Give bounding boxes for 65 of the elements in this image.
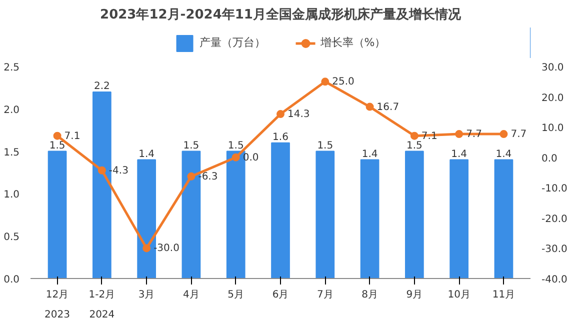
bar: [405, 150, 424, 278]
y2-tick-label: -30.0: [542, 244, 568, 256]
x-tick-label: 10月: [448, 290, 470, 300]
bar: [48, 150, 67, 278]
data-label: 7.7: [466, 129, 482, 140]
y2-tick-label: 10.0: [542, 123, 564, 134]
point: [500, 130, 508, 138]
data-label: 1.4: [138, 148, 155, 160]
x-tick-label: 9月: [406, 290, 423, 300]
x-tick-label: 7月: [316, 290, 334, 300]
legend-label: 产量（万台）: [199, 35, 266, 50]
y-tick-label: 0.5: [4, 232, 20, 244]
y2-tick-label: -10.0: [542, 184, 568, 195]
chart-title: 2023年12月-2024年11月全国金属成形机床产量及增长情况: [100, 6, 462, 22]
data-label: 1.4: [451, 148, 468, 160]
data-label: 7.1: [64, 130, 80, 142]
bar: [316, 150, 335, 278]
point: [455, 130, 464, 138]
category-label: 12月 2023: [44, 290, 70, 320]
data-label: 1.5: [317, 140, 334, 152]
data-label: 1.6: [272, 132, 288, 143]
x-tick-label: 3月: [138, 290, 155, 300]
y-tick-label: 1.0: [4, 190, 20, 201]
bar: [137, 159, 156, 278]
point: [187, 172, 196, 180]
category-label: 1-2月 2024: [88, 290, 116, 320]
y2-tick-label: 30.0: [542, 62, 564, 74]
y-tick-label: 2.0: [4, 104, 20, 116]
x-tick-label: 6月: [272, 290, 289, 300]
legend-label: 增长率（%）: [320, 35, 386, 50]
point: [98, 166, 106, 174]
point: [366, 102, 374, 111]
data-label: 2.2: [94, 80, 110, 92]
point: [232, 153, 240, 162]
point: [142, 244, 151, 252]
data-label: 1.5: [406, 140, 422, 152]
x-tick-label: 4月: [183, 290, 200, 300]
data-label: 1.5: [228, 140, 244, 152]
data-label: 16.7: [376, 102, 400, 113]
data-label: 25.0: [332, 76, 354, 88]
bar: [494, 159, 514, 278]
y-tick-label: 2.5: [4, 62, 20, 74]
y2-tick-label: 20.0: [542, 92, 564, 104]
point: [53, 132, 62, 140]
bar: [450, 159, 468, 278]
data-label: 1.4: [362, 148, 378, 160]
data-label: 1.4: [496, 148, 512, 160]
y2-tick-label: 0.0: [542, 153, 558, 164]
x-tick-label: 11月: [492, 290, 516, 300]
bar: [226, 150, 246, 278]
y2-tick-label: -20.0: [542, 214, 568, 225]
x-tick-label: 8月: [362, 290, 378, 300]
x-tick-label: 5月: [228, 290, 244, 300]
point: [410, 132, 418, 140]
y-tick-label: 1.5: [4, 147, 20, 158]
y-tick-label: 0.0: [4, 274, 20, 286]
y2-tick-label: -40.0: [542, 274, 568, 286]
data-label: 7.7: [510, 129, 527, 140]
data-label: 1.5: [183, 140, 200, 152]
bar: [360, 159, 380, 278]
point: [321, 78, 330, 86]
data-label: 1.5: [49, 140, 66, 152]
point: [276, 110, 284, 118]
bar: [271, 142, 290, 278]
data-label: 14.3: [288, 109, 310, 120]
